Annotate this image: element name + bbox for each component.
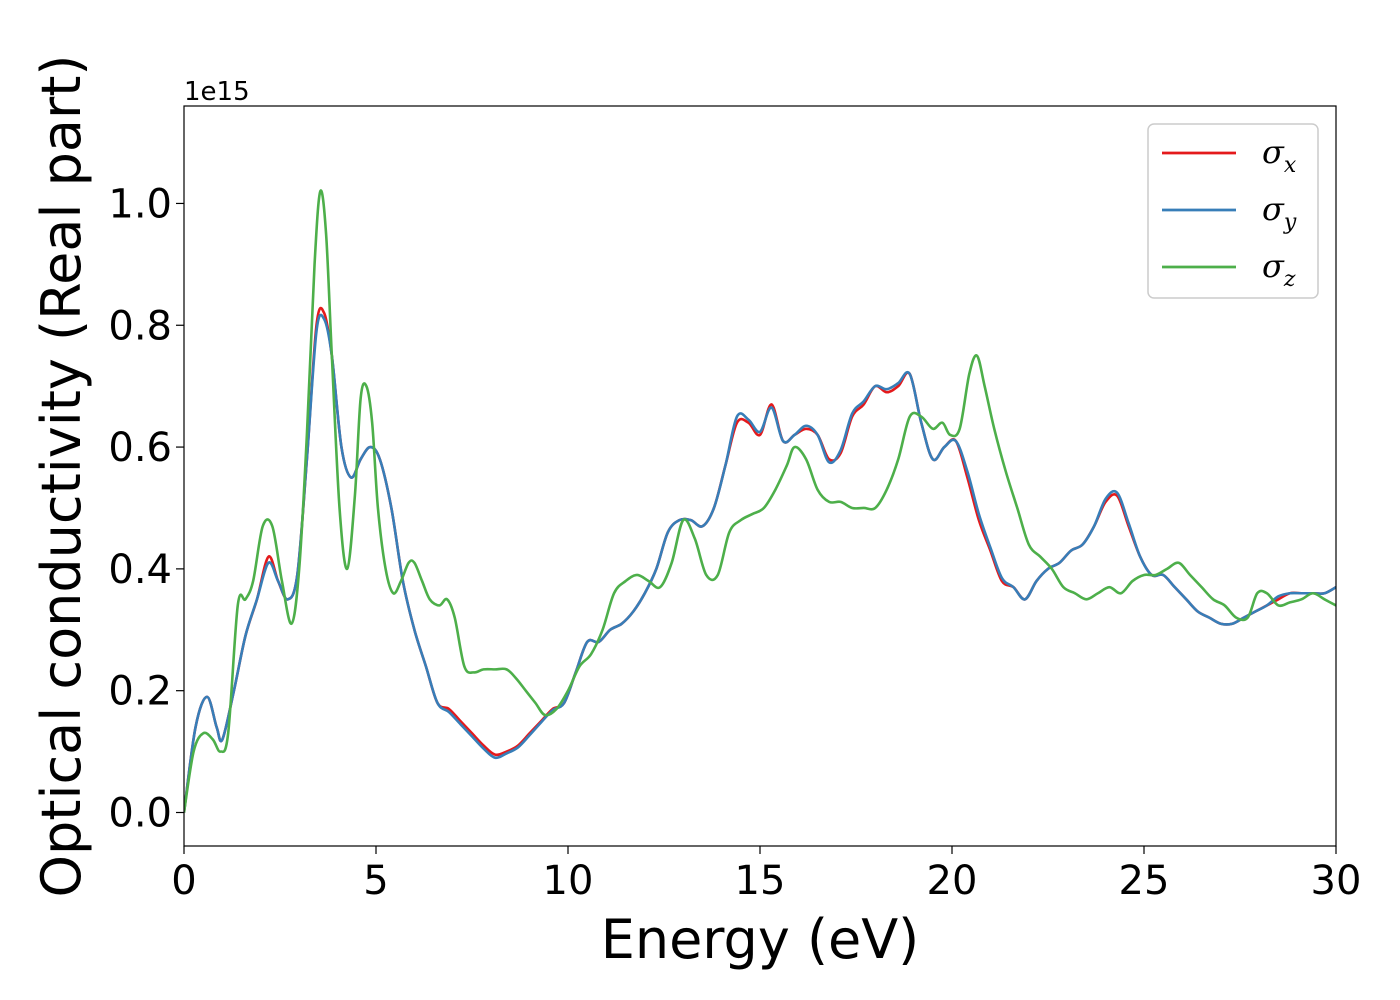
y-tick-label: 1.0 [108,181,172,227]
x-tick-label: 0 [171,858,196,904]
x-tick-label: 15 [735,858,786,904]
series-layer [184,189,1336,813]
y-axis-label: Optical conductivity (Real part) [30,55,93,898]
y-axis: 0.0 0.2 0.4 0.6 0.8 1.0 [108,181,184,837]
y-tick-label: 0.6 [108,425,172,471]
x-tick-label: 25 [1119,858,1170,904]
legend-label-x: σx [1262,133,1297,178]
y-tick-label: 0.2 [108,669,172,715]
x-tick-label: 10 [543,858,594,904]
x-tick-label: 30 [1311,858,1362,904]
legend: σx σy σz [1147,123,1319,299]
x-tick-label: 20 [927,858,978,904]
series-line-z [184,189,1336,813]
legend-label-z: σz [1262,247,1296,292]
y-offset-label: 1e15 [184,77,250,107]
y-tick-label: 0.0 [108,791,172,837]
legend-label-y: σy [1262,190,1297,235]
x-axis: 0 5 10 15 20 25 30 [171,846,1361,904]
x-tick-label: 5 [363,858,388,904]
x-axis-label: Energy (eV) [601,908,920,971]
y-tick-label: 0.4 [108,547,172,593]
y-tick-label: 0.8 [108,303,172,349]
series-line-y [184,313,1336,813]
